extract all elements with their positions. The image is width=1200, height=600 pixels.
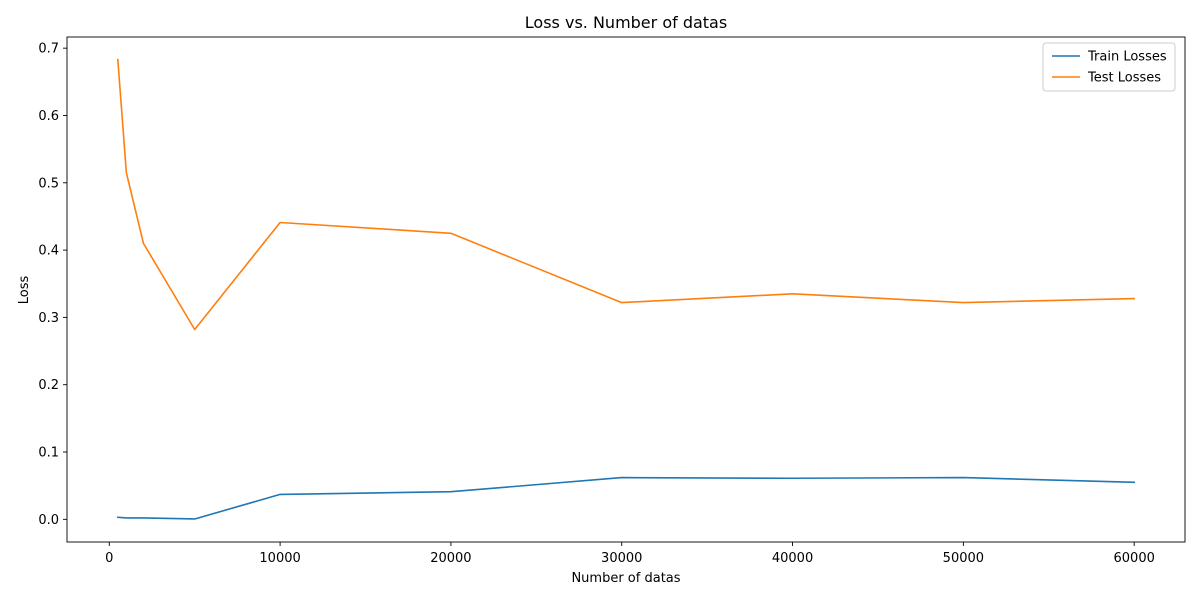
plot-area: 0 10000 20000 30000 40000 50000 60000 0.0 0.1 0.2… (38, 36, 1186, 566)
legend: Train Losses Test Losses (1042, 42, 1176, 92)
y-tick-label: 0.7 (38, 42, 59, 57)
y-tick-label: 0.4 (38, 244, 59, 259)
x-tick-label: 30000 (601, 551, 642, 566)
x-tick-label: 20000 (430, 551, 471, 566)
y-tick-label: 0.0 (38, 513, 59, 528)
x-axis-title: Number of datas (571, 571, 680, 586)
series-line-train-losses (116, 476, 1136, 520)
y-tick-label: 0.2 (38, 378, 59, 393)
chart-title: Loss vs. Number of datas (525, 13, 727, 32)
legend-label: Test Losses (1087, 71, 1161, 86)
x-tick-label: 60000 (1114, 551, 1155, 566)
y-tick-label: 0.1 (38, 446, 59, 461)
x-tick-label: 0 (105, 551, 113, 566)
x-tick-label: 40000 (772, 551, 813, 566)
legend-label: Train Losses (1087, 50, 1167, 65)
y-tick-label: 0.5 (38, 176, 59, 191)
y-tick-label: 0.6 (38, 109, 59, 124)
axes-frame (66, 36, 1186, 543)
y-axis-title: Loss (17, 276, 32, 305)
legend-box (1042, 42, 1176, 92)
y-tick-label: 0.3 (38, 311, 59, 326)
series-line-test-losses (116, 58, 1135, 331)
x-tick-label: 10000 (259, 551, 300, 566)
x-tick-label: 50000 (943, 551, 984, 566)
